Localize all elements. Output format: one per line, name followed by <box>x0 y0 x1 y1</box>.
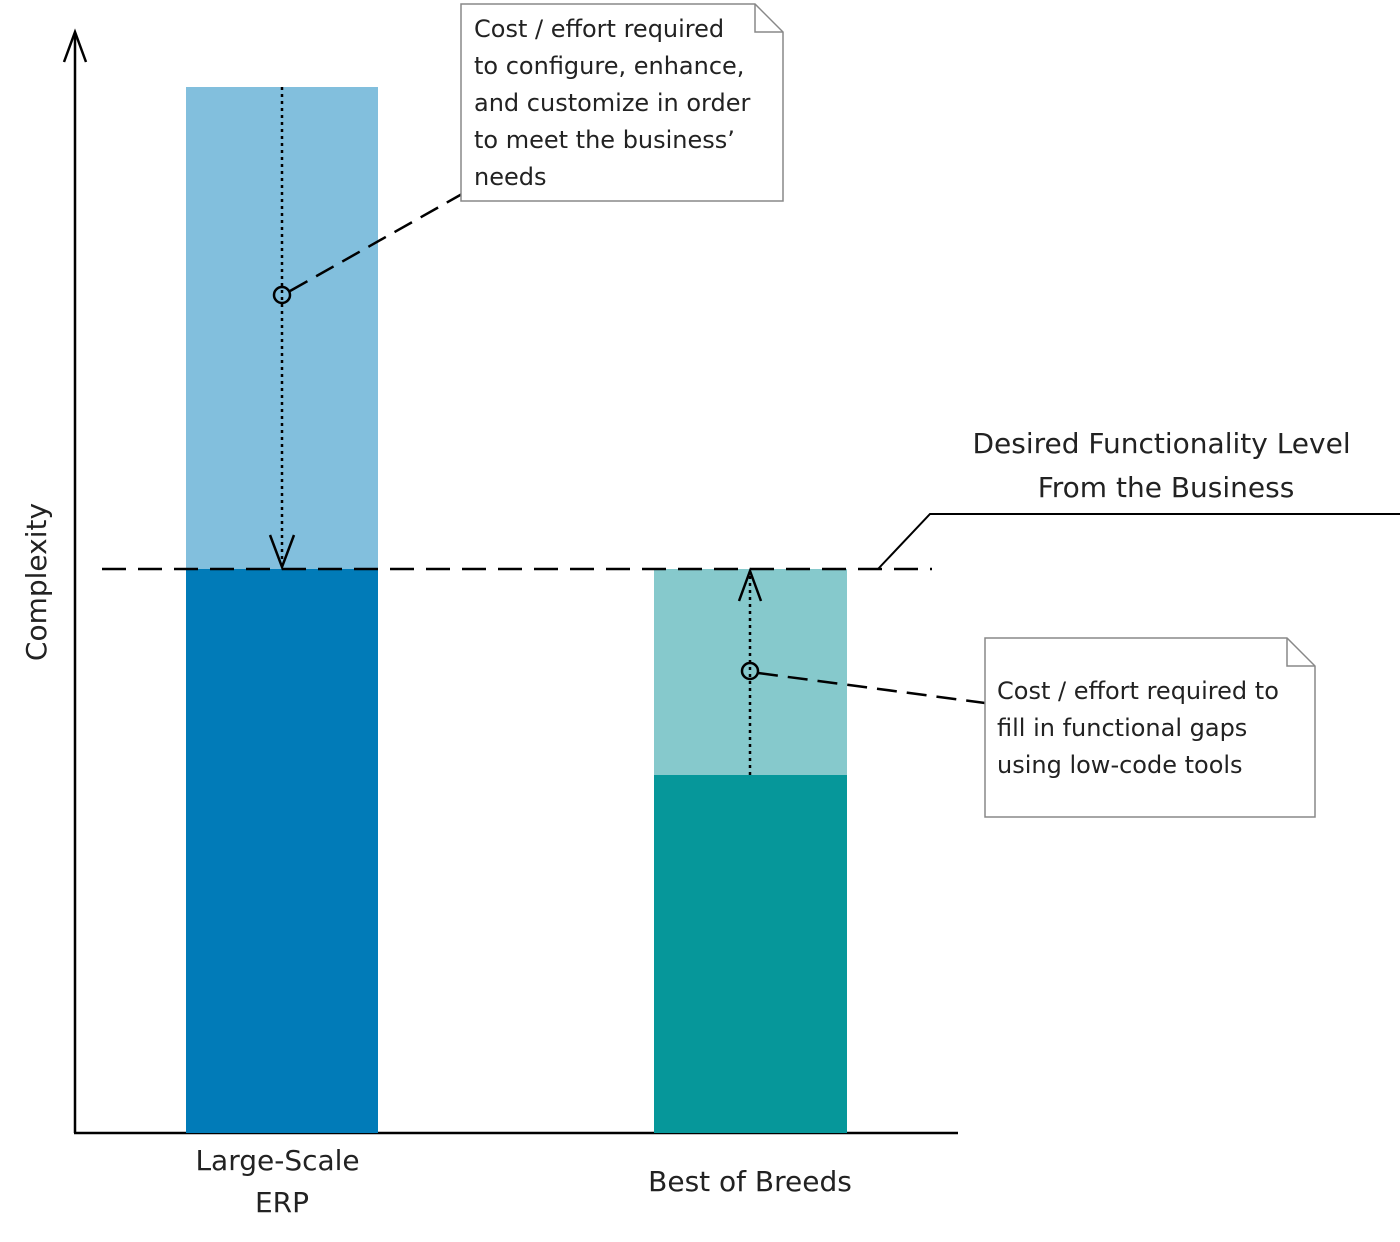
bob-note-text: Cost / effort required to fill in functi… <box>997 677 1287 779</box>
desired-level-leader <box>877 513 1400 570</box>
erp-arrowhead <box>268 534 296 571</box>
erp-category-label: Large-Scale ERP <box>195 1144 368 1219</box>
bob-note-line-3: using low-code tools <box>997 751 1243 779</box>
erp-effort-arrow <box>268 87 463 571</box>
bob-note: Cost / effort required to fill in functi… <box>984 637 1316 818</box>
erp-base-segment <box>186 569 378 1133</box>
erp-note-line-1: Cost / effort required <box>474 15 724 43</box>
y-axis-label: Complexity <box>20 503 53 661</box>
erp-label-line-1: Large-Scale <box>195 1144 359 1177</box>
bob-note-fold <box>1286 638 1315 667</box>
desired-level-line-2: From the Business <box>1038 471 1295 504</box>
bar-large-scale-erp: Large-Scale ERP <box>186 87 378 1219</box>
desired-level-line-1: Desired Functionality Level <box>972 427 1350 460</box>
erp-note-line-3: and customize in order <box>474 89 750 117</box>
y-axis-arrowhead <box>62 28 88 63</box>
bob-gap-segment <box>654 569 847 775</box>
bob-arrowhead <box>737 567 763 602</box>
bob-category-label: Best of Breeds <box>648 1165 852 1198</box>
bob-effort-arrow <box>737 567 986 775</box>
erp-note-line-4: to meet the business’ <box>474 126 735 154</box>
erp-note-text: Cost / effort required to configure, enh… <box>474 15 758 191</box>
desired-level: Desired Functionality Level From the Bus… <box>102 427 1400 571</box>
erp-note-fold <box>754 4 783 33</box>
bob-note-connector <box>757 671 986 705</box>
erp-note: Cost / effort required to configure, enh… <box>460 3 784 202</box>
erp-connector-dot <box>272 285 292 305</box>
bob-note-box <box>984 637 1316 818</box>
erp-note-box <box>460 3 784 202</box>
desired-level-label: Desired Functionality Level From the Bus… <box>972 427 1359 504</box>
bob-connector-dot <box>740 661 760 681</box>
erp-note-line-5: needs <box>474 163 546 191</box>
bob-note-line-2: fill in functional gaps <box>997 714 1247 742</box>
bob-note-line-1: Cost / effort required to <box>997 677 1279 705</box>
bob-base-segment <box>654 775 847 1133</box>
erp-label-line-2: ERP <box>255 1186 309 1219</box>
bar-best-of-breeds: Best of Breeds <box>648 569 852 1198</box>
erp-note-line-2: to configure, enhance, <box>474 52 744 80</box>
erp-note-connector <box>289 192 463 293</box>
